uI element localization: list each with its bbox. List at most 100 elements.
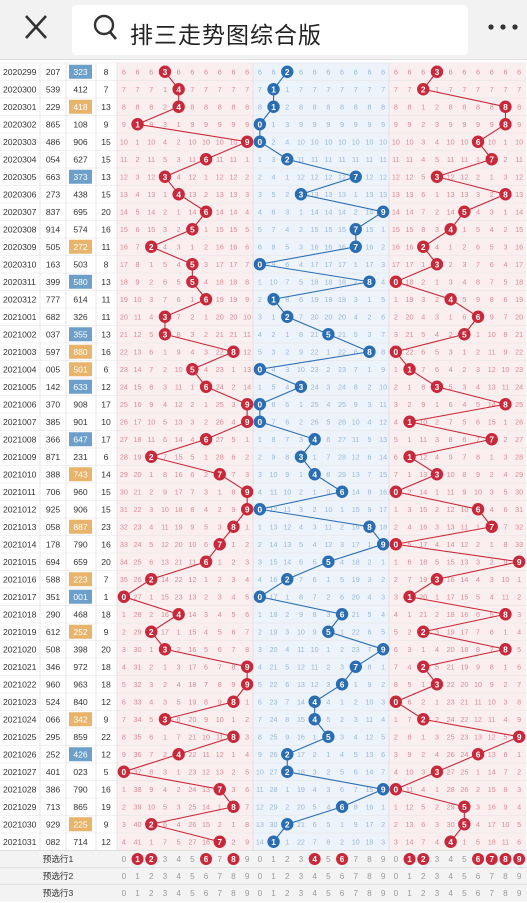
miss-count: 4 xyxy=(258,662,262,671)
prediction-digit-selected[interactable] xyxy=(145,853,158,865)
miss-count: 9 xyxy=(517,715,521,724)
miss-count: 22 xyxy=(352,627,360,636)
close-button[interactable] xyxy=(14,10,54,44)
draw-number: 252 xyxy=(46,749,61,759)
miss-count: 8 xyxy=(245,820,249,829)
prediction-digit-selected[interactable] xyxy=(417,853,430,865)
miss-count: 1 xyxy=(326,750,330,759)
digit-ball-label: 5 xyxy=(326,732,331,742)
digit-ball-label: 3 xyxy=(435,575,440,585)
miss-count: 28 xyxy=(134,610,142,619)
miss-count: 14 xyxy=(147,207,155,216)
miss-count: 7 xyxy=(313,592,317,601)
miss-count: 1 xyxy=(490,172,494,181)
prediction-digit-selected[interactable] xyxy=(513,853,526,865)
test-number: 272 xyxy=(73,242,88,252)
miss-count: 19 xyxy=(324,295,332,304)
miss-count: 1 xyxy=(204,452,208,461)
miss-count: 9 xyxy=(245,120,249,129)
miss-count: 5 xyxy=(421,802,425,811)
miss-count: 13 xyxy=(379,435,387,444)
miss-count: 6 xyxy=(245,785,249,794)
sum-value: 16 xyxy=(101,224,111,234)
prediction-digit-label: 6 xyxy=(476,889,481,898)
miss-count: 6 xyxy=(340,785,344,794)
miss-count: 11 xyxy=(297,645,304,654)
miss-count: 6 xyxy=(462,67,466,76)
miss-count: 10 xyxy=(447,137,455,146)
miss-count: 5 xyxy=(272,190,276,199)
prediction-digit-label: 2 xyxy=(149,889,154,898)
miss-count: 1 xyxy=(408,382,412,391)
miss-count: 6 xyxy=(258,242,262,251)
miss-count: 10 xyxy=(256,767,264,776)
issue-number: 2021025 xyxy=(3,732,37,742)
miss-count: 12 xyxy=(338,172,346,181)
miss-count: 4 xyxy=(177,680,181,689)
miss-count: 5 xyxy=(149,540,153,549)
miss-count: 8 xyxy=(231,662,235,671)
miss-count: 19 xyxy=(188,697,196,706)
miss-count: 14 xyxy=(188,610,196,619)
miss-count: 1 xyxy=(435,85,439,94)
more-button[interactable] xyxy=(484,14,522,40)
miss-count: 2 xyxy=(204,242,208,251)
prediction-digit-label: 8 xyxy=(503,889,508,898)
digit-ball xyxy=(145,573,158,586)
miss-count: 2 xyxy=(449,260,453,269)
miss-count: 17 xyxy=(324,260,332,269)
issue-number: 2021004 xyxy=(3,364,37,374)
issue-number: 2021031 xyxy=(3,837,37,847)
miss-count: 26 xyxy=(134,575,142,584)
miss-count: 14 xyxy=(283,557,291,566)
miss-count: 8 xyxy=(367,487,371,496)
miss-count: 37 xyxy=(134,767,142,776)
miss-count: 10 xyxy=(216,715,224,724)
sum-value: 11 xyxy=(102,242,111,252)
miss-count: 17 xyxy=(161,627,169,636)
miss-count: 11 xyxy=(474,697,481,706)
miss-count: 2 xyxy=(258,627,262,636)
digit-ball xyxy=(186,258,199,271)
sum-value: 19 xyxy=(101,802,111,812)
miss-count: 5 xyxy=(231,435,235,444)
miss-count: 18 xyxy=(270,610,278,619)
miss-count: 15 xyxy=(406,225,414,234)
prediction-digit-selected[interactable] xyxy=(308,853,321,865)
miss-count: 2 xyxy=(476,785,480,794)
digit-ball-label: 2 xyxy=(285,820,290,830)
prediction-digit-label: 9 xyxy=(381,889,386,898)
miss-count: 24 xyxy=(460,750,468,759)
prediction-digit-selected[interactable] xyxy=(200,853,213,865)
miss-count: 3 xyxy=(503,242,507,251)
prediction-digit-selected[interactable] xyxy=(499,853,512,865)
miss-count: 5 xyxy=(122,680,126,689)
miss-count: 9 xyxy=(122,750,126,759)
miss-count: 1 xyxy=(421,680,425,689)
miss-count: 3 xyxy=(517,610,521,619)
miss-count: 4 xyxy=(394,417,398,426)
test-number: 342 xyxy=(73,714,88,724)
miss-count: 26 xyxy=(216,417,224,426)
digit-ball xyxy=(349,660,362,673)
miss-count: 26 xyxy=(120,417,128,426)
search-box[interactable]: 排三走势图综合版 xyxy=(72,5,468,55)
prediction-digit-selected[interactable] xyxy=(336,853,349,865)
miss-count: 25 xyxy=(311,400,319,409)
prediction-digit-selected[interactable] xyxy=(485,853,498,865)
miss-count: 5 xyxy=(476,225,480,234)
miss-count: 13 xyxy=(297,680,305,689)
miss-count: 7 xyxy=(258,85,262,94)
miss-count: 18 xyxy=(297,767,305,776)
miss-count: 3 xyxy=(462,382,466,391)
prediction-digit-selected[interactable] xyxy=(472,853,485,865)
prediction-digit-selected[interactable] xyxy=(403,853,416,865)
miss-count: 14 xyxy=(243,382,251,391)
prediction-digit-selected[interactable] xyxy=(131,853,144,865)
miss-count: 7 xyxy=(408,715,412,724)
miss-count: 5 xyxy=(367,435,371,444)
prediction-digit-selected[interactable] xyxy=(227,853,240,865)
miss-count: 6 xyxy=(272,207,276,216)
miss-count: 1 xyxy=(381,662,385,671)
miss-count: 5 xyxy=(462,417,466,426)
